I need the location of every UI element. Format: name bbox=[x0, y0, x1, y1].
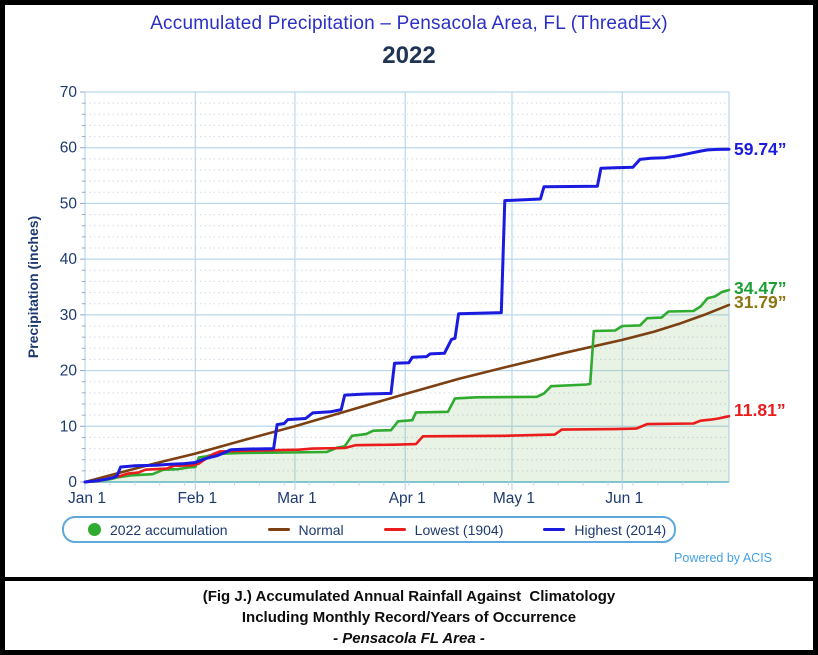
svg-text:Mar 1: Mar 1 bbox=[277, 490, 317, 507]
svg-text:10: 10 bbox=[60, 418, 78, 435]
svg-text:0: 0 bbox=[68, 474, 77, 491]
svg-text:30: 30 bbox=[60, 307, 78, 324]
legend-line-swatch bbox=[267, 527, 290, 532]
series bbox=[83, 147, 731, 484]
caption-line-1: (Fig J.) Accumulated Annual Rainfall Aga… bbox=[202, 588, 616, 605]
legend-item-lowest-1904[interactable]: Lowest (1904) bbox=[383, 521, 504, 538]
y-axis-ticks bbox=[80, 91, 709, 486]
chart-subtitle-year: 2022 bbox=[382, 42, 436, 69]
svg-text:20: 20 bbox=[60, 363, 78, 380]
svg-text:Jun 1: Jun 1 bbox=[605, 490, 643, 507]
legend-item-highest-2014[interactable]: Highest (2014) bbox=[543, 522, 666, 538]
series-accum-2022-area bbox=[85, 290, 729, 482]
grid-minor bbox=[85, 102, 729, 472]
chart-legend: 2022 accumulation Normal Lowest (1904) High… bbox=[62, 516, 676, 543]
svg-text:May 1: May 1 bbox=[493, 490, 535, 507]
series-accum-2022-line bbox=[83, 288, 731, 484]
legend-label: Lowest (1904) bbox=[414, 521, 504, 538]
figure-caption: (Fig J.) Accumulated Annual Rainfall Aga… bbox=[0, 586, 818, 649]
legend-label: Normal bbox=[298, 521, 344, 538]
legend-dot-swatch bbox=[88, 523, 101, 536]
series-lowest-1904-line bbox=[83, 414, 731, 484]
end-label-normal: 31.79” bbox=[734, 292, 787, 312]
y-tick-labels: 0 10 20 30 40 50 60 70 bbox=[60, 84, 78, 491]
legend-line-swatch bbox=[383, 527, 406, 532]
chart-title: Accumulated Precipitation – Pensacola Ar… bbox=[150, 13, 668, 34]
end-value-labels: 31.79”34.47” 11.81” 59.74” bbox=[734, 139, 787, 420]
end-label-highest-2014: 59.74” bbox=[734, 139, 787, 159]
legend-label: Highest (2014) bbox=[574, 521, 667, 538]
series-highest-2014-line bbox=[83, 147, 731, 484]
end-label-lowest-1904: 11.81” bbox=[734, 400, 786, 420]
caption-line-2: Including Monthly Record/Years of Occurr… bbox=[241, 609, 577, 626]
powered-by-acis: Powered by ACIS bbox=[674, 551, 772, 565]
end-label-accum-2022: 34.47” bbox=[734, 278, 787, 298]
legend-item-normal[interactable]: Normal bbox=[267, 521, 344, 538]
svg-text:50: 50 bbox=[60, 195, 78, 212]
svg-text:40: 40 bbox=[60, 251, 78, 268]
caption-line-3: - Pensacola FL Area - bbox=[333, 630, 485, 647]
legend-label: 2022 accumulation bbox=[110, 521, 228, 538]
legend-item-2022-accumulation[interactable]: 2022 accumulation bbox=[88, 522, 228, 538]
svg-text:Apr 1: Apr 1 bbox=[389, 490, 426, 507]
panel-divider bbox=[0, 577, 818, 581]
y-axis-title: Precipitation (inches) bbox=[25, 216, 41, 358]
legend-line-swatch bbox=[543, 527, 566, 532]
svg-text:Feb 1: Feb 1 bbox=[177, 490, 217, 507]
svg-text:60: 60 bbox=[60, 140, 78, 157]
series-normal-line bbox=[83, 303, 731, 484]
x-tick-labels: Jan 1 Feb 1 Mar 1 Apr 1 May 1 Jun 1 bbox=[68, 490, 643, 507]
svg-text:Jan 1: Jan 1 bbox=[68, 490, 106, 507]
precipitation-plot: 0 10 20 30 40 50 60 70 Jan 1 Feb 1 Mar 1 Apr 1 May 1… bbox=[25, 84, 787, 507]
svg-text:70: 70 bbox=[60, 84, 78, 101]
